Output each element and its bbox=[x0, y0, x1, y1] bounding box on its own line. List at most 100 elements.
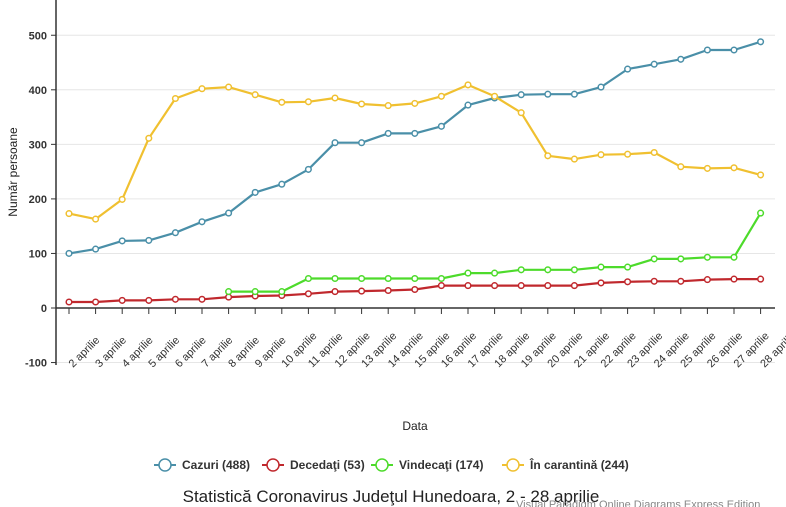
data-point bbox=[677, 163, 685, 171]
data-point bbox=[517, 282, 525, 290]
data-point bbox=[730, 275, 738, 283]
legend-label: Decedaţi (53) bbox=[290, 458, 365, 472]
data-point bbox=[198, 85, 206, 93]
data-point bbox=[437, 92, 445, 100]
data-point bbox=[92, 215, 100, 223]
legend-label: Vindecaţi (174) bbox=[399, 458, 483, 472]
data-point bbox=[464, 282, 472, 290]
data-point bbox=[464, 81, 472, 89]
data-point bbox=[597, 151, 605, 159]
data-point bbox=[703, 276, 711, 284]
data-point bbox=[570, 282, 578, 290]
data-point bbox=[145, 296, 153, 304]
data-point bbox=[65, 249, 73, 257]
y-tick-label: 0 bbox=[41, 303, 47, 315]
data-point bbox=[251, 188, 259, 196]
data-point bbox=[225, 83, 233, 91]
y-tick-label: 400 bbox=[29, 85, 47, 97]
data-point bbox=[304, 290, 312, 298]
y-axis-title: Număr persoane bbox=[6, 127, 20, 217]
data-point bbox=[544, 152, 552, 160]
data-point bbox=[491, 92, 499, 100]
data-point bbox=[570, 266, 578, 274]
y-tick-label: 500 bbox=[29, 30, 47, 42]
data-point bbox=[331, 94, 339, 102]
data-point bbox=[517, 91, 525, 99]
data-point bbox=[331, 274, 339, 283]
data-point bbox=[65, 210, 73, 218]
data-point bbox=[650, 255, 658, 263]
data-point bbox=[225, 288, 233, 296]
data-point bbox=[597, 279, 605, 287]
data-point bbox=[650, 60, 658, 68]
series-line bbox=[68, 40, 761, 255]
data-point bbox=[570, 155, 578, 163]
data-point bbox=[304, 98, 312, 106]
data-point bbox=[570, 90, 578, 98]
data-point bbox=[278, 98, 286, 106]
data-point bbox=[92, 245, 100, 253]
data-point bbox=[757, 171, 765, 179]
y-tick-label: -100 bbox=[25, 358, 47, 370]
data-point bbox=[703, 164, 711, 172]
y-tick-label: 200 bbox=[29, 194, 47, 206]
data-point bbox=[517, 266, 525, 274]
data-point bbox=[677, 255, 685, 263]
data-point bbox=[384, 286, 392, 295]
data-point bbox=[358, 100, 366, 108]
data-point bbox=[171, 295, 179, 303]
data-point bbox=[517, 109, 525, 117]
data-point bbox=[703, 253, 711, 261]
data-point bbox=[92, 298, 100, 306]
data-point bbox=[145, 134, 153, 142]
data-point bbox=[677, 55, 685, 63]
data-point bbox=[650, 148, 658, 157]
legend-marker bbox=[506, 458, 520, 472]
data-point bbox=[544, 90, 552, 98]
data-point bbox=[624, 278, 632, 286]
data-point bbox=[677, 277, 685, 285]
watermark: Visual Paradigm Online Diagrams Express … bbox=[516, 499, 760, 507]
data-point bbox=[730, 46, 738, 54]
data-point bbox=[278, 288, 286, 296]
data-point bbox=[624, 263, 632, 271]
data-point bbox=[358, 139, 366, 147]
y-tick-label: 100 bbox=[29, 248, 47, 260]
data-point bbox=[251, 288, 259, 296]
data-point bbox=[384, 102, 392, 110]
data-point bbox=[597, 83, 605, 91]
data-point bbox=[251, 91, 259, 99]
legend-marker bbox=[375, 458, 389, 472]
data-point bbox=[358, 287, 366, 295]
y-axis-ticks: -100 0 100 200 300 400 500 bbox=[25, 30, 56, 370]
data-point bbox=[411, 129, 419, 137]
data-point bbox=[331, 139, 339, 147]
gridlines bbox=[56, 34, 775, 364]
data-point bbox=[358, 274, 366, 283]
data-point bbox=[491, 269, 499, 277]
series-layer bbox=[65, 38, 765, 306]
data-point bbox=[225, 209, 233, 217]
data-point bbox=[757, 209, 765, 217]
data-point bbox=[198, 295, 206, 303]
data-point bbox=[597, 263, 605, 271]
data-point bbox=[437, 122, 445, 130]
data-point bbox=[331, 288, 339, 296]
x-axis-title: Data bbox=[402, 419, 428, 433]
legend-marker bbox=[158, 458, 172, 472]
data-point bbox=[464, 269, 472, 277]
data-point bbox=[757, 38, 765, 46]
data-point bbox=[624, 65, 632, 73]
data-point bbox=[491, 282, 499, 290]
chart-title: Statistică Coronavirus Judeţul Hunedoara… bbox=[183, 487, 600, 506]
data-point bbox=[544, 282, 552, 290]
data-point bbox=[384, 274, 392, 283]
data-point bbox=[650, 277, 658, 285]
data-point bbox=[171, 94, 179, 103]
data-point bbox=[118, 237, 126, 245]
data-point bbox=[198, 218, 206, 226]
data-point bbox=[757, 275, 765, 283]
data-point bbox=[411, 99, 419, 107]
y-tick-label: 300 bbox=[29, 139, 47, 151]
